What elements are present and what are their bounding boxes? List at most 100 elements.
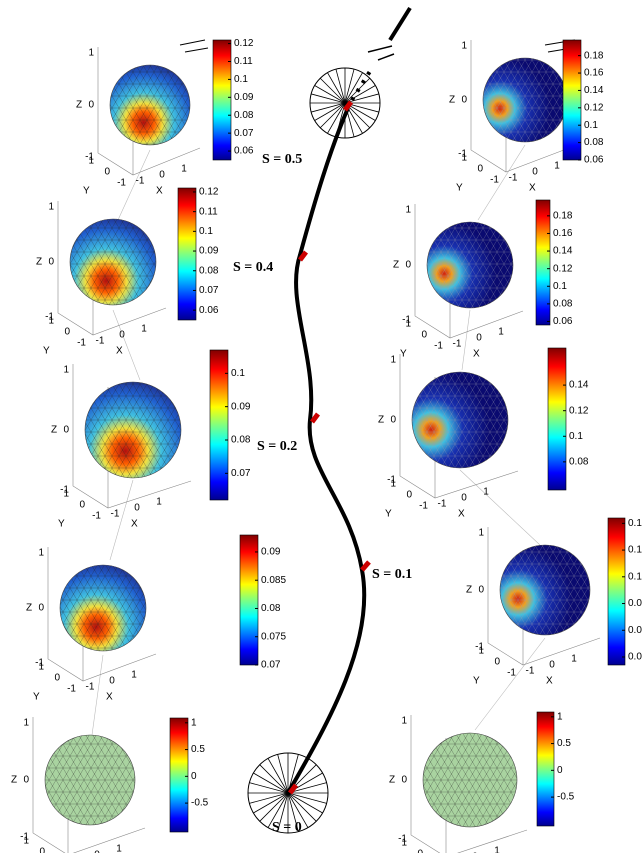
tick-label: -1 [136,176,145,187]
tick-label: -1 [387,475,396,486]
colorbar-tick-label: 0.12 [584,102,604,113]
tick-label: 1 [48,202,54,213]
colorbar-tick-label: 0.1 [569,431,583,442]
tick-label: 0 [478,585,484,596]
tick-label: 1 [23,718,29,729]
tick-label: -1 [490,175,499,186]
panel: Z10-110-1Y-101X0.120.110.10.090.080.070.… [36,187,219,357]
colorbar-tick-label: 0.08 [261,603,281,614]
tick-label: -1 [117,178,126,189]
axis-label: Y [83,186,90,197]
tick-label: 1 [461,41,467,52]
spoke [287,792,323,814]
axis-label: X [529,183,536,194]
colorbar-tick-label: 0.16 [553,228,573,239]
spoke [319,102,346,129]
tick-label: 0 [79,500,85,511]
colorbar-tick-label: 0.07 [261,660,281,671]
tick-label: -1 [86,682,95,693]
tick-label: -1 [35,658,44,669]
tick-label: 1 [116,844,122,853]
colorbar-tick-label: 0.18 [584,50,604,61]
axis-label: Z [466,585,472,596]
axis-label: Z [389,775,395,786]
axis-label: X [156,186,163,197]
tick-label: 0 [104,167,110,178]
sphere-mesh [500,545,590,635]
spoke [259,792,289,822]
tick-label: -1 [398,834,407,845]
colorbar-tick-label: 0.11 [199,206,218,217]
spoke [311,93,346,104]
colorbar-tick-label: 0.085 [261,575,286,586]
sphere-mesh [70,219,156,305]
sphere-mesh [483,58,567,142]
colorbar-tick-label: 0.12 [569,405,589,416]
colorbar-tick-label: 0.075 [261,631,286,642]
colorbar [177,187,197,321]
s-label: S = 0 [272,820,302,835]
tick-label: -1 [45,312,54,323]
tick-label: 1 [156,497,162,508]
spoke [259,764,289,794]
s-label: S = 0.1 [372,567,412,582]
spoke [287,754,299,794]
colorbar-tick-label: 0.16 [584,68,604,79]
spoke [253,772,289,794]
colorbar-tick-label: 0.08 [628,625,642,636]
colorbar [239,534,259,666]
tick-label: -1 [96,336,105,347]
tick-label: -1 [111,509,120,520]
colorbar-tick-label: 0.06 [553,316,573,327]
tick-label: 1 [390,479,396,490]
colorbar-tick-label: 0.06 [199,305,219,316]
tick-label: 1 [48,316,54,327]
axis-label: Z [51,425,57,436]
spoke [327,72,346,104]
sphere-mesh [427,222,513,308]
sphere-mesh [110,65,190,145]
colorbar-tick-label: 0.11 [234,56,253,67]
colorbar-tick-label: 0.08 [553,299,573,310]
tick-label: -1 [434,341,443,352]
colorbar [535,199,551,326]
tick-label: 0 [94,850,100,853]
panel: Z10-110-1Y-101X10.50-0.5 [11,717,209,853]
colorbar-tick-label: 0.1 [628,571,642,582]
sphere-mesh [45,735,135,825]
tick-label: 0 [461,95,467,106]
colorbar-tick-label: 0.07 [231,468,251,479]
tick-label: 0 [88,100,94,111]
tick-label: 0 [401,775,407,786]
tick-label: 1 [141,324,147,335]
axis-label: Z [449,95,455,106]
tick-label: 0 [477,164,483,175]
colorbar-tick-label: 0.11 [628,545,642,556]
tick-label: 0 [64,327,70,338]
axis-label: Z [393,260,399,271]
tick-label: 1 [38,662,44,673]
colorbar [209,349,229,501]
tick-label: 0 [417,849,423,853]
colorbar-tick-label: 0.18 [553,210,573,221]
tick-label: -1 [526,666,535,677]
panel: Z10-110-1Y-101X10.50-0.5 [389,711,575,853]
tick-label: -1 [438,499,447,510]
tick-label: 0 [549,660,555,671]
axis-label: Y [43,346,50,357]
spoke [267,758,289,794]
colorbar-tick-label: 0.5 [557,738,571,749]
tick-label: 1 [483,487,489,498]
spoke [277,792,289,832]
tick-label: 1 [88,48,94,59]
tick-label: -1 [402,315,411,326]
spoke [253,792,289,814]
tick-label: 0 [532,167,538,178]
colorbar [536,711,555,827]
sphere-mesh [60,565,146,651]
colorbar-tick-label: 0.09 [628,598,642,609]
axis-label: Z [11,775,17,786]
s-label: S = 0.5 [262,152,302,167]
axis-label: Z [26,603,32,614]
